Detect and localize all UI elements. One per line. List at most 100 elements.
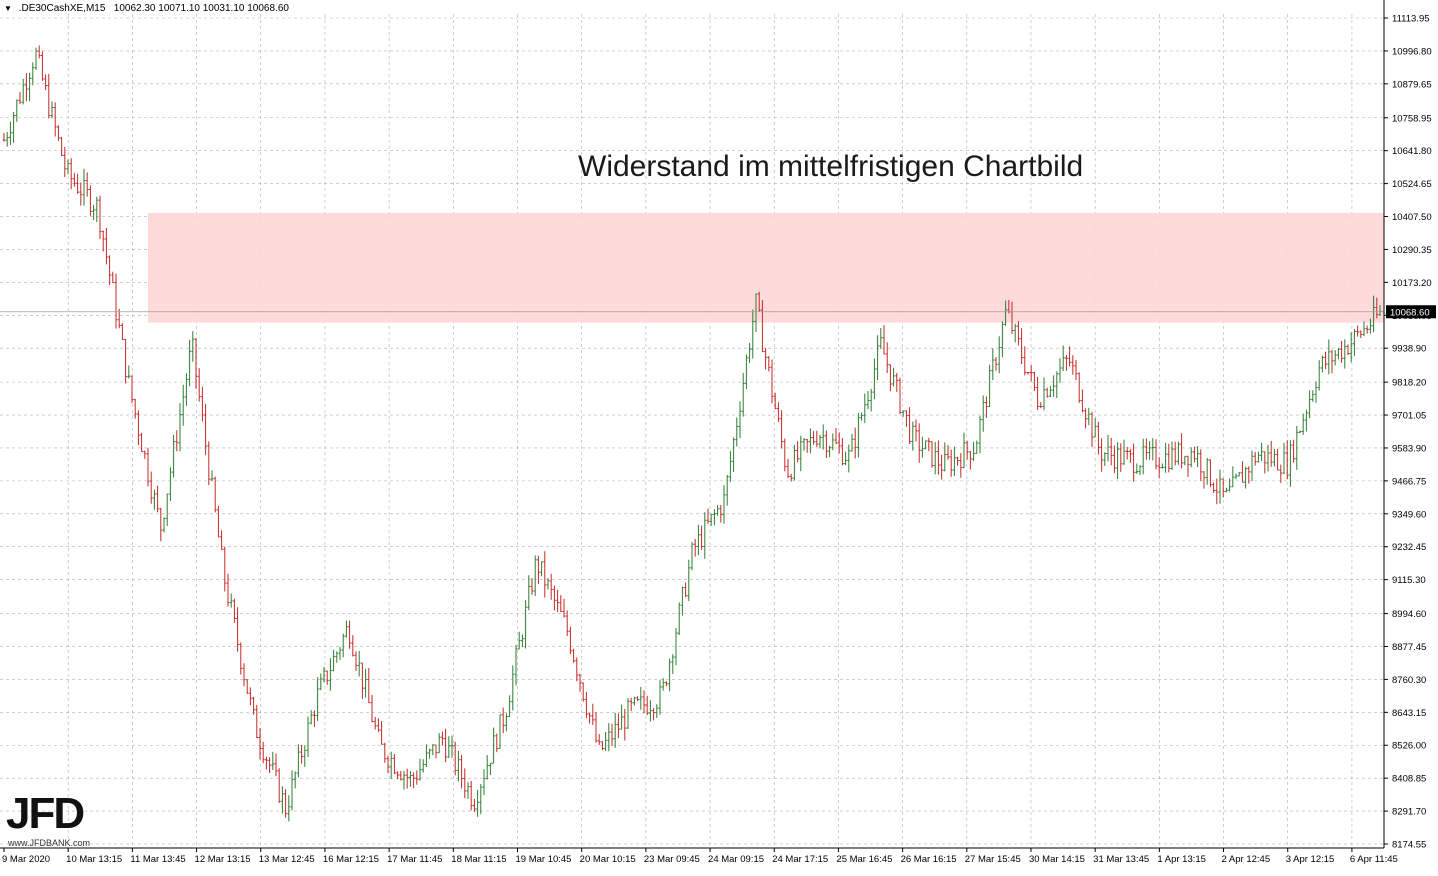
candle: [421, 759, 425, 773]
candle: [1260, 442, 1263, 461]
candle: [418, 758, 422, 781]
candle: [633, 696, 636, 706]
candle: [53, 102, 57, 137]
candle: [341, 633, 345, 658]
candle: [482, 769, 486, 796]
candle: [149, 471, 153, 504]
candle: [249, 687, 252, 706]
candle: [1177, 441, 1180, 465]
candle: [66, 159, 70, 175]
candle: [527, 575, 531, 611]
candle: [687, 559, 691, 602]
candle: [802, 438, 806, 451]
candle: [265, 756, 268, 770]
candle: [639, 686, 643, 710]
candle: [50, 101, 54, 119]
candle: [370, 694, 374, 723]
candles: [2, 45, 1382, 822]
candle: [1356, 325, 1359, 337]
candle: [82, 168, 86, 206]
candle: [924, 440, 927, 450]
candle: [15, 99, 19, 122]
candle: [693, 539, 697, 557]
candle: [1202, 471, 1206, 489]
candle: [777, 402, 780, 422]
candle: [293, 771, 297, 789]
candle: [111, 271, 115, 284]
x-tick-label: 30 Mar 14:15: [1029, 854, 1085, 865]
candle: [233, 598, 236, 623]
candle: [287, 795, 291, 822]
dropdown-triangle-icon[interactable]: ▼: [4, 4, 12, 13]
candle: [495, 733, 499, 753]
candle: [188, 339, 191, 387]
candle: [930, 441, 934, 468]
candle: [213, 476, 217, 513]
candle: [101, 230, 105, 252]
candle: [1292, 439, 1295, 463]
candle: [242, 663, 246, 687]
candle: [703, 512, 707, 559]
candle: [623, 708, 627, 741]
candle: [927, 437, 931, 452]
candle: [473, 798, 476, 812]
candle: [521, 634, 524, 648]
candle: [1180, 433, 1183, 469]
candle: [47, 73, 51, 119]
candle: [405, 768, 409, 789]
candle: [962, 432, 966, 469]
candle: [364, 668, 367, 698]
candle: [700, 525, 703, 550]
candle: [847, 444, 851, 473]
candle: [181, 384, 185, 426]
jfd-logo: JFD www.JFDBANK.com: [6, 792, 101, 850]
candle: [217, 505, 220, 538]
candle: [277, 768, 281, 803]
candle: [492, 727, 495, 764]
candle: [997, 336, 1001, 374]
y-tick-label: 10996.80: [1392, 46, 1432, 57]
candle: [834, 428, 838, 445]
candle: [92, 204, 95, 220]
candle: [828, 445, 831, 458]
y-tick-label: 10758.95: [1392, 113, 1432, 124]
candle: [98, 195, 102, 240]
candle: [943, 442, 947, 472]
candle: [1087, 407, 1091, 426]
candle: [863, 393, 867, 424]
candle: [1237, 471, 1241, 477]
candle: [540, 561, 543, 577]
candle: [661, 678, 665, 691]
candle: [937, 440, 940, 475]
candle: [684, 582, 687, 598]
candle: [581, 682, 585, 702]
candle: [658, 679, 662, 715]
current-price-label: 10068.60: [1390, 307, 1430, 318]
candle: [1058, 358, 1062, 383]
candle: [645, 695, 649, 716]
candle: [857, 412, 860, 458]
candle: [901, 410, 905, 417]
candle: [1106, 434, 1110, 462]
y-tick-label: 8291.70: [1392, 807, 1426, 818]
candle: [1244, 466, 1247, 489]
candle: [258, 728, 262, 760]
candle: [543, 551, 547, 598]
candle: [1241, 461, 1244, 483]
candle: [1375, 297, 1379, 319]
candle: [175, 430, 179, 452]
candle: [1305, 409, 1308, 432]
candle: [1113, 445, 1116, 474]
candle: [1077, 372, 1081, 403]
candle: [748, 342, 751, 364]
candle: [681, 586, 684, 616]
candle: [1100, 438, 1103, 472]
candle: [917, 423, 921, 463]
y-tick-label: 10290.35: [1392, 245, 1432, 256]
candle: [626, 697, 630, 729]
x-tick-label: 13 Mar 12:45: [259, 854, 315, 865]
y-tick-label: 8526.00: [1392, 741, 1426, 752]
candle: [316, 677, 319, 722]
candle: [1298, 430, 1302, 434]
